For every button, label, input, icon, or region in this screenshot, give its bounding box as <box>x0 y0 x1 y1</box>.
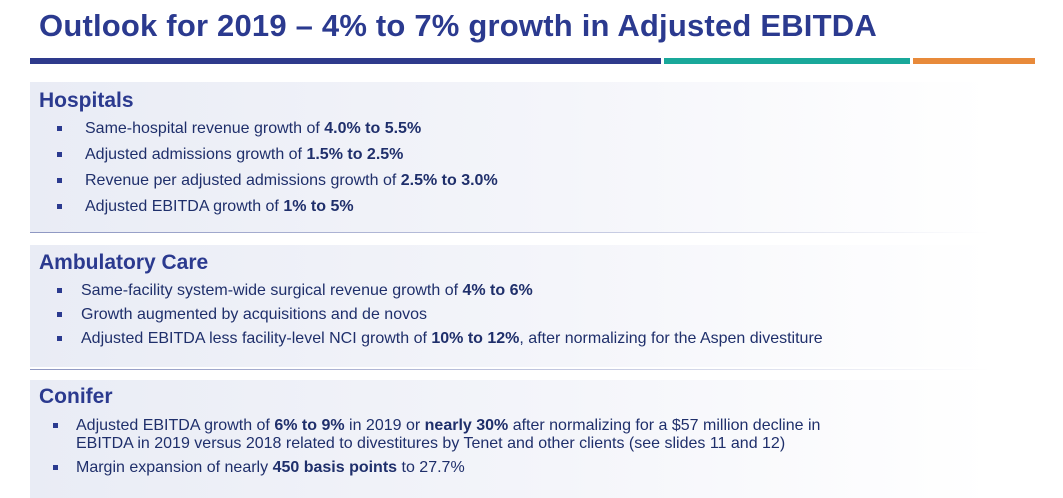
ambulatory-bullet-item: Same-facility system-wide surgical reven… <box>57 282 823 300</box>
ambulatory-heading: Ambulatory Care <box>39 251 209 274</box>
conifer-bullet-item: Adjusted EBITDA growth of 6% to 9% in 20… <box>53 417 820 453</box>
bullet-square-icon <box>57 312 62 317</box>
bullet-square-icon <box>57 336 62 341</box>
conifer-bullet-item: Margin expansion of nearly 450 basis poi… <box>53 459 820 477</box>
conifer-bullet-continuation: EBITDA in 2019 versus 2018 related to di… <box>76 435 786 452</box>
hospitals-bullet-item: Adjusted admissions growth of 1.5% to 2.… <box>57 146 498 164</box>
ambulatory-bullet-item: Growth augmented by acquisitions and de … <box>57 306 823 324</box>
hospitals-bullet-item: Revenue per adjusted admissions growth o… <box>57 172 498 190</box>
section-divider <box>30 369 990 370</box>
conifer-section-background <box>30 380 990 498</box>
hospitals-bullet-list: Same-hospital revenue growth of 4.0% to … <box>57 120 498 224</box>
hospitals-heading: Hospitals <box>39 89 134 112</box>
bullet-square-icon <box>57 204 62 209</box>
ambulatory-section-background <box>30 245 990 367</box>
section-divider <box>30 232 990 233</box>
hospitals-bullet-item: Adjusted EBITDA growth of 1% to 5% <box>57 198 498 216</box>
bullet-square-icon <box>57 178 62 183</box>
accent-bar-orange <box>913 58 1035 64</box>
accent-bar-navy <box>30 58 661 64</box>
conifer-heading: Conifer <box>39 385 113 408</box>
conifer-bullet-list: Adjusted EBITDA growth of 6% to 9% in 20… <box>53 417 820 483</box>
accent-bar-teal <box>664 58 910 64</box>
ambulatory-bullet-item: Adjusted EBITDA less facility-level NCI … <box>57 330 823 348</box>
bullet-square-icon <box>53 423 58 428</box>
title-accent-bar <box>30 58 1035 64</box>
hospitals-section-background <box>30 82 990 232</box>
bullet-square-icon <box>57 288 62 293</box>
hospitals-bullet-item: Same-hospital revenue growth of 4.0% to … <box>57 120 498 138</box>
bullet-square-icon <box>57 152 62 157</box>
ambulatory-bullet-list: Same-facility system-wide surgical reven… <box>57 282 823 354</box>
bullet-square-icon <box>57 126 62 131</box>
slide-title: Outlook for 2019 – 4% to 7% growth in Ad… <box>39 8 877 43</box>
bullet-square-icon <box>53 465 58 470</box>
